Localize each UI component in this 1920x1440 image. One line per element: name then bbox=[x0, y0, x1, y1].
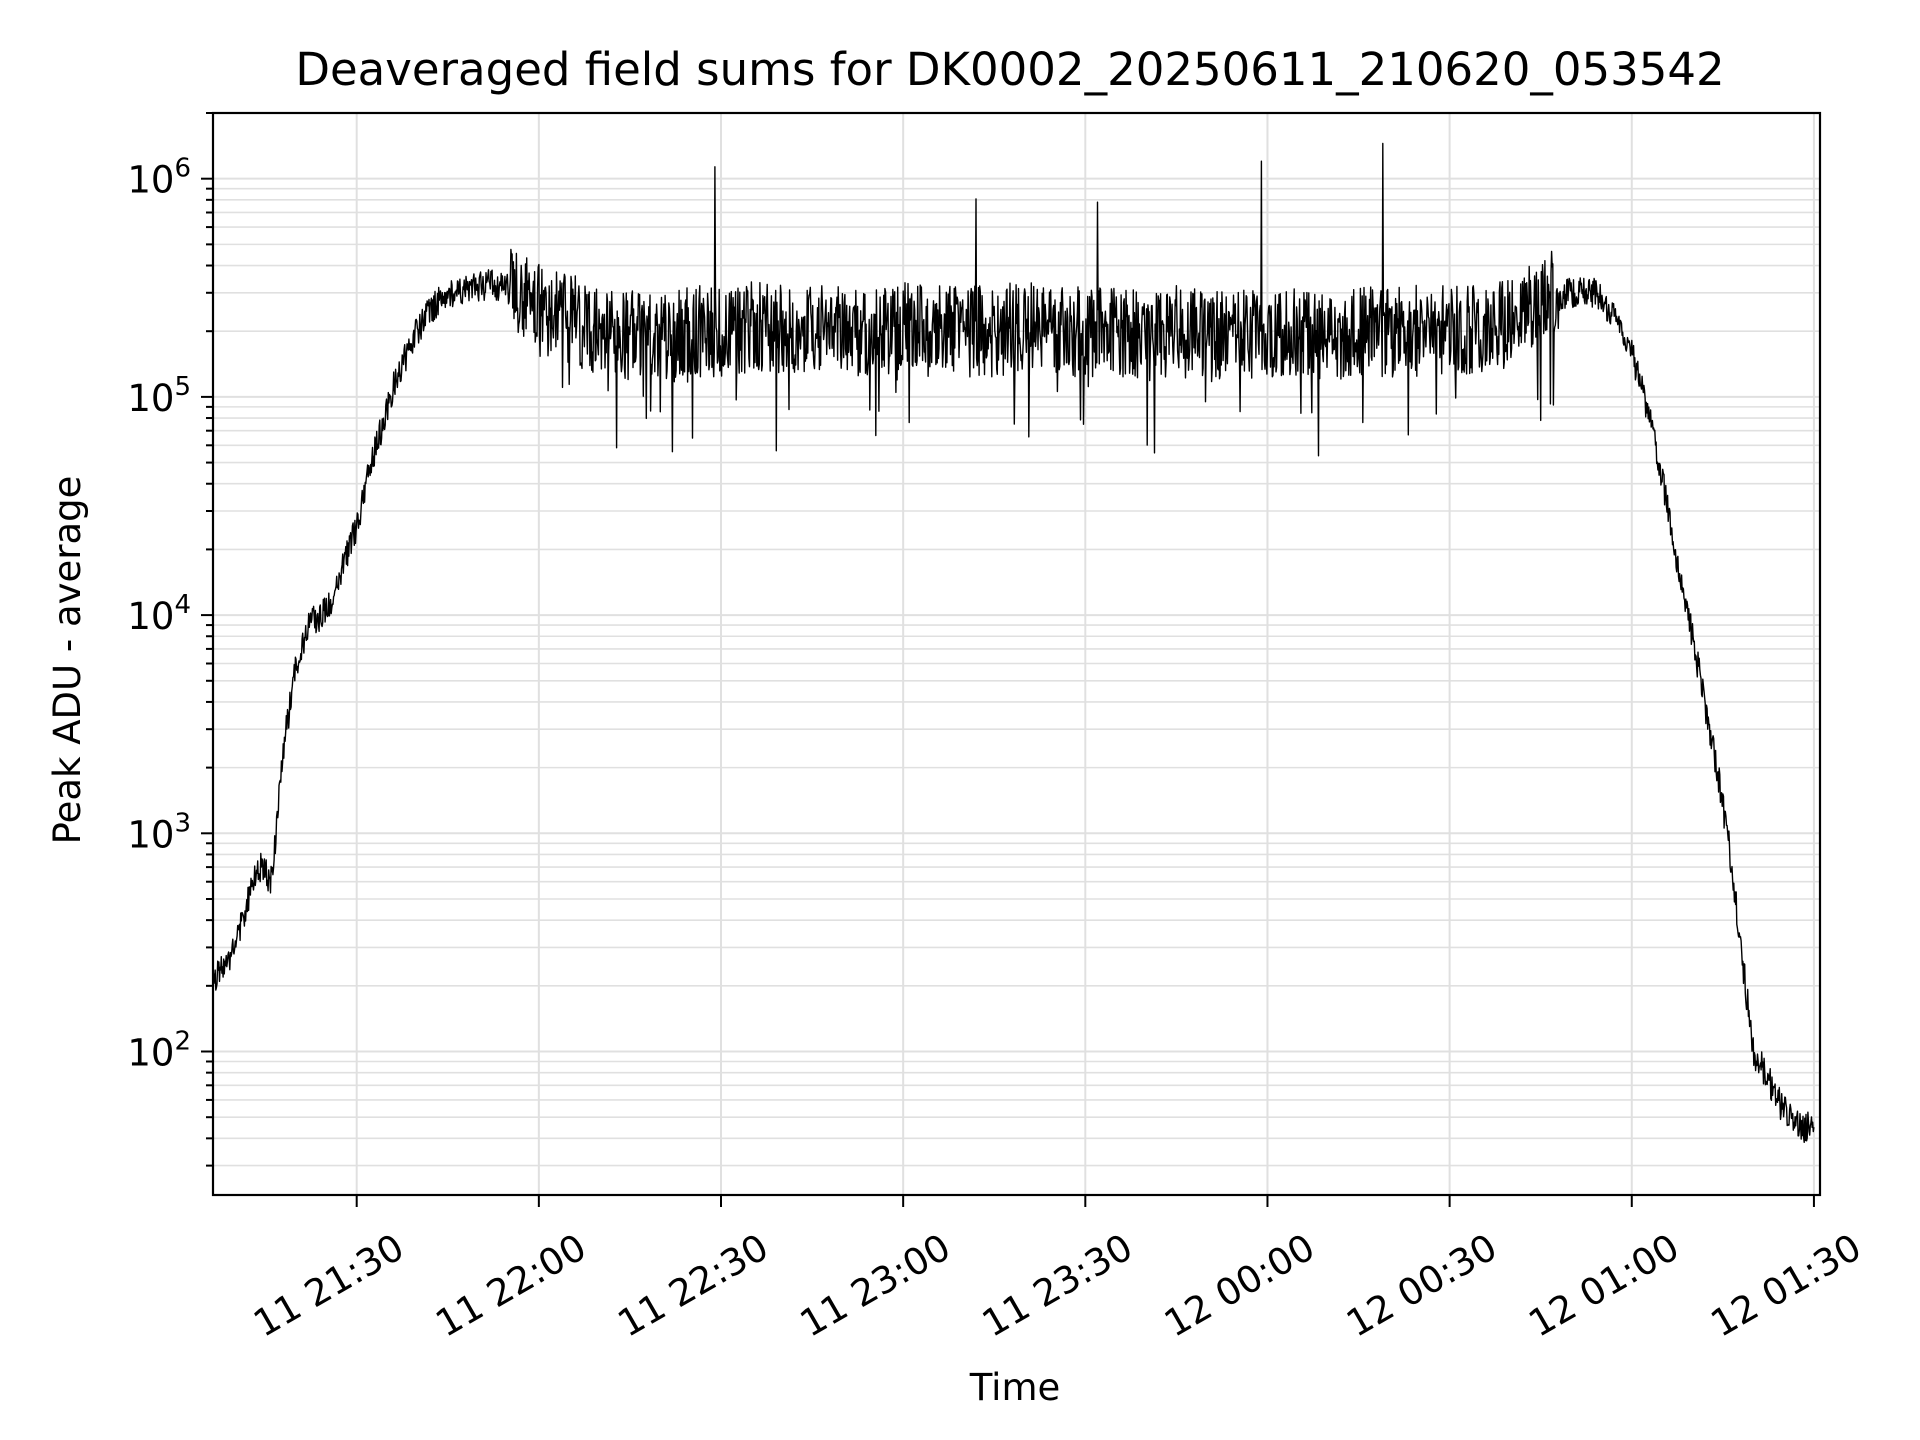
y-tick-label: 102 bbox=[127, 1027, 191, 1075]
x-axis-label: Time bbox=[969, 1366, 1061, 1409]
y-tick-label: 105 bbox=[127, 372, 191, 420]
y-tick-label: 104 bbox=[127, 590, 191, 638]
plot-frame bbox=[211, 111, 1822, 1197]
grid-layer bbox=[213, 112, 1820, 1195]
series-line bbox=[213, 142, 1815, 1143]
y-tick-label: 103 bbox=[127, 808, 191, 856]
y-tick-label: 106 bbox=[127, 154, 191, 202]
y-axis-label: Peak ADU - average bbox=[46, 476, 89, 845]
data-layer bbox=[213, 142, 1815, 1143]
chart-title: Deaveraged field sums for DK0002_2025061… bbox=[295, 43, 1724, 96]
